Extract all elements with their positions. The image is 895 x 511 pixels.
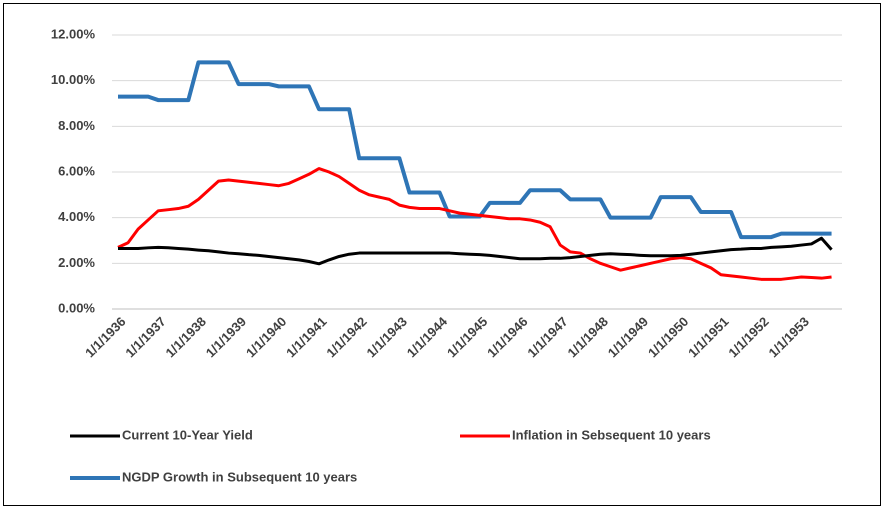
- y-tick-label: 4.00%: [58, 209, 95, 224]
- y-tick-label: 6.00%: [58, 163, 95, 178]
- y-tick-label: 0.00%: [58, 300, 95, 315]
- series-line: [117, 167, 832, 281]
- series-line: [118, 236, 833, 266]
- y-tick-label: 2.00%: [58, 255, 95, 270]
- legend-label: Current 10-Year Yield: [122, 427, 253, 442]
- series-line: [118, 60, 832, 240]
- legend-label: Inflation in Sebsequent 10 years: [512, 427, 711, 442]
- y-tick-label: 10.00%: [51, 72, 96, 87]
- legend-label: NGDP Growth in Subsequent 10 years: [122, 469, 357, 484]
- y-tick-label: 12.00%: [51, 26, 96, 41]
- y-tick-label: 8.00%: [58, 118, 95, 133]
